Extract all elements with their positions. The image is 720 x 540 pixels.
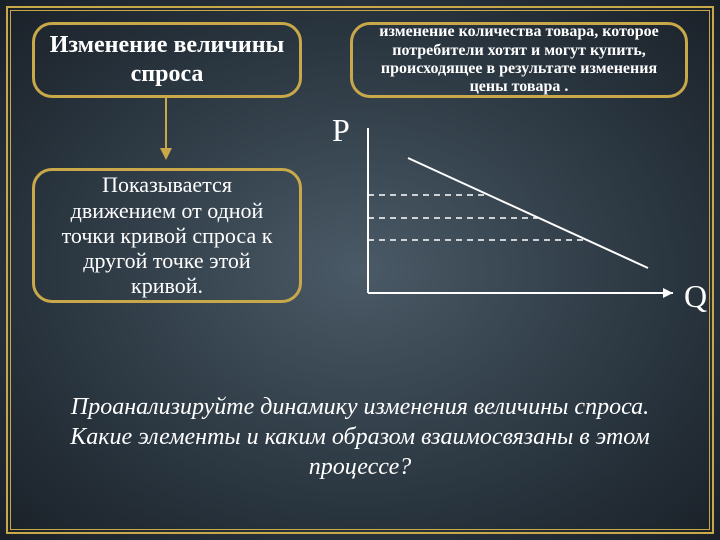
question-text: Проанализируйте динамику изменения велич… bbox=[70, 394, 649, 480]
description-box: Показывается движением от одной точки кр… bbox=[32, 168, 302, 303]
title-text: Изменение величины спроса bbox=[47, 31, 287, 89]
definition-box: изменение количества товара, которое пот… bbox=[350, 22, 688, 98]
x-axis-label: Q bbox=[684, 278, 707, 315]
description-text: Показывается движением от одной точки кр… bbox=[47, 172, 287, 298]
arrow-down-icon bbox=[165, 98, 167, 158]
question-text-block: Проанализируйте динамику изменения велич… bbox=[40, 392, 680, 482]
title-box: Изменение величины спроса bbox=[32, 22, 302, 98]
demand-chart bbox=[328, 118, 683, 318]
definition-text: изменение количества товара, которое пот… bbox=[365, 23, 673, 97]
